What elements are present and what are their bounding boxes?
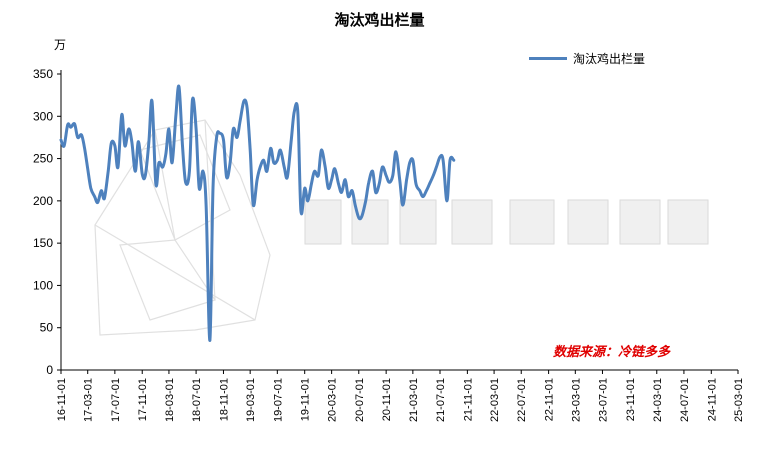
x-tick-label: 19-11-01 <box>300 378 312 421</box>
x-tick-label: 18-03-01 <box>164 378 176 422</box>
series-layer <box>59 84 456 342</box>
y-tick-label: 200 <box>33 194 53 208</box>
y-axis-unit-label: 万 <box>54 38 67 52</box>
x-tick-label: 24-07-01 <box>679 378 691 422</box>
watermark-logo <box>94 119 709 336</box>
legend-label: 淘汰鸡出栏量 <box>573 52 646 66</box>
x-tick-label: 21-07-01 <box>435 378 447 422</box>
x-tick-label: 18-07-01 <box>191 378 203 422</box>
x-tick-label: 19-03-01 <box>245 378 257 422</box>
x-tick-label: 24-03-01 <box>652 378 664 422</box>
x-tick-label: 23-11-01 <box>625 378 637 421</box>
y-tick-label: 250 <box>33 152 53 166</box>
axes: 0 50 100 150 200 250 300 350 16-11-01 17-03-01 17-… <box>33 67 745 422</box>
x-tick-label: 21-11-01 <box>462 378 474 421</box>
x-tick-label: 23-07-01 <box>597 378 609 422</box>
x-tick-label: 17-07-01 <box>110 378 122 422</box>
series-line <box>59 84 456 342</box>
y-tick-label: 50 <box>40 321 54 335</box>
y-tick-label: 0 <box>46 363 53 377</box>
x-tick-label: 17-03-01 <box>83 378 95 422</box>
legend-swatch <box>529 57 567 60</box>
source-note: 数据来源：冷链多多 <box>553 345 671 360</box>
legend: 淘汰鸡出栏量 <box>529 50 645 67</box>
y-tick-label: 300 <box>33 109 53 123</box>
x-tick-label: 20-03-01 <box>327 378 339 422</box>
y-tick-label: 350 <box>33 67 53 81</box>
chart-title: 淘汰鸡出栏量 <box>334 11 425 29</box>
x-tick-label: 18-11-01 <box>218 378 230 421</box>
x-tick-label: 17-11-01 <box>137 378 149 421</box>
y-tick-label: 150 <box>33 236 53 250</box>
x-tick-label: 22-03-01 <box>489 378 501 422</box>
x-tick-label: 20-07-01 <box>354 378 366 422</box>
x-tick-label: 24-11-01 <box>706 378 718 421</box>
x-tick-label: 22-11-01 <box>544 378 556 421</box>
x-tick-label: 16-11-01 <box>56 378 68 421</box>
x-tick-label: 20-11-01 <box>381 378 393 421</box>
x-tick-label: 19-07-01 <box>272 378 284 422</box>
x-tick-label: 25-03-01 <box>733 378 745 422</box>
x-tick-label: 21-03-01 <box>408 378 420 422</box>
x-tick-label: 23-03-01 <box>570 378 582 422</box>
y-tick-label: 100 <box>33 278 53 292</box>
x-tick-label: 22-07-01 <box>516 378 528 422</box>
